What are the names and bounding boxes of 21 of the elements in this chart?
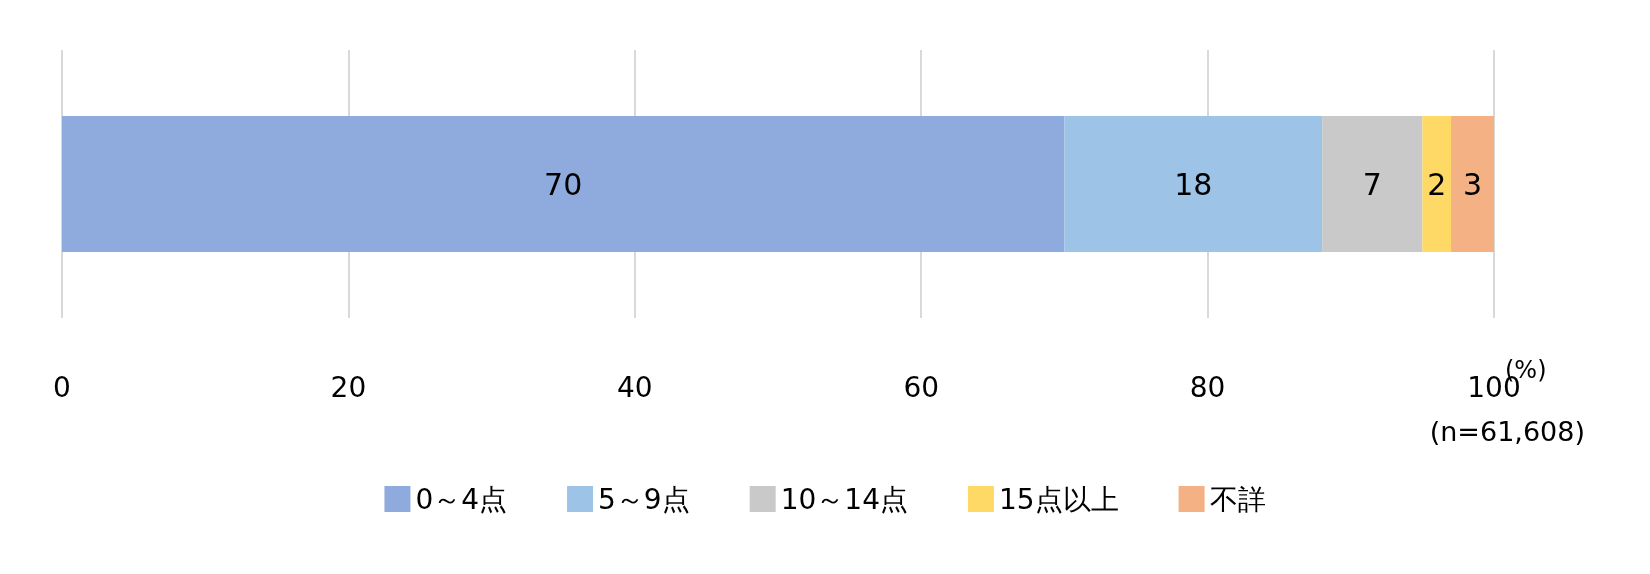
bar [1322, 116, 1423, 252]
x-tick-label: 20 [330, 370, 367, 404]
bar [62, 116, 1065, 252]
data-label: 2 [1427, 166, 1447, 202]
text: (n=61,608) [1429, 416, 1585, 447]
x-tick-label: 80 [1189, 370, 1226, 404]
data-label: 7 [1362, 166, 1382, 202]
x-tick-label: 40 [616, 370, 653, 404]
x-tick-label: 0 [53, 370, 71, 404]
data-label: 18 [1174, 166, 1213, 202]
bar [1451, 116, 1494, 252]
data-label: 70 [544, 166, 583, 202]
legend-label: 10～14点 [780, 482, 908, 516]
legend-label: 15点以上 [998, 482, 1119, 516]
legend-label: 0～4点 [415, 482, 508, 516]
data-label: 3 [1462, 166, 1483, 202]
legend-label: 不詳 [1209, 482, 1266, 516]
x-tick-label: 60 [903, 370, 940, 404]
legend-label: 5～9点 [598, 482, 690, 516]
bar [1422, 116, 1452, 252]
bar [1064, 116, 1323, 252]
